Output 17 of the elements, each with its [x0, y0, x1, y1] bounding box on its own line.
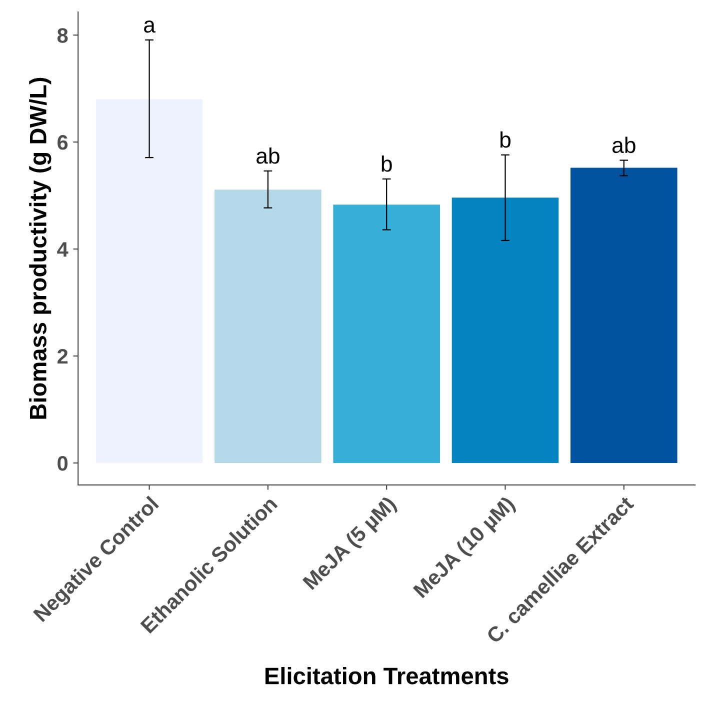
y-tick-label: 4	[57, 242, 68, 257]
bar	[96, 99, 203, 463]
annotation: b	[382, 155, 392, 172]
y-tick-label: 0	[58, 456, 68, 471]
annotation: b	[500, 131, 510, 148]
bar	[214, 190, 322, 463]
annotation: a	[144, 20, 156, 33]
bar	[570, 168, 678, 463]
bar	[333, 204, 440, 463]
y-tick-label: 2	[58, 349, 68, 364]
y-tick-label: 6	[58, 135, 68, 150]
annotation: ab	[612, 136, 636, 154]
annotation: ab	[256, 147, 280, 164]
x-axis-title: Elicitation Treatments	[266, 667, 508, 684]
y-tick-label: 8	[57, 28, 68, 43]
bar	[452, 198, 559, 463]
y-axis-title: Biomass productivity (g DW/L)	[29, 78, 52, 419]
